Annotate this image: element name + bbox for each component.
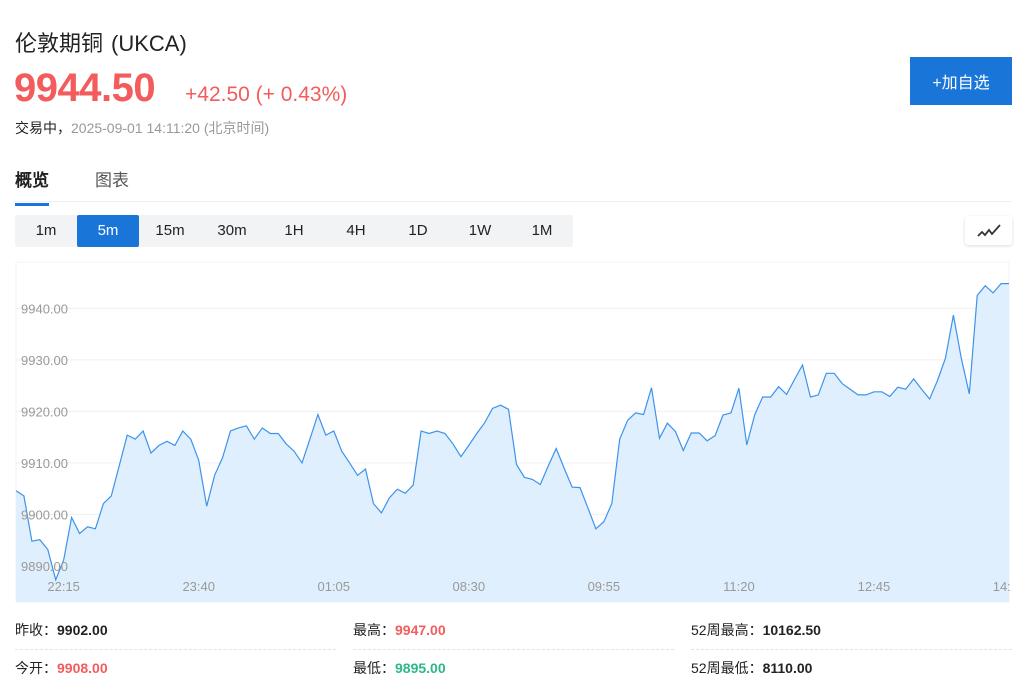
x-tick-label: 14:10	[993, 579, 1024, 594]
stat-low: 最低：9895.00	[353, 660, 446, 676]
instrument-name: 伦敦期铜	[15, 31, 104, 56]
trading-status: 交易中，2025-09-01 14:11:20 (北京时间)	[15, 118, 269, 138]
instrument-code: (UKCA)	[111, 31, 187, 56]
stat-open: 今开：9908.00	[15, 660, 108, 676]
y-tick-label: 9900.00	[21, 507, 68, 522]
x-tick-label: 23:40	[182, 579, 215, 594]
period-selector: 1m 5m 15m 30m 1H 4H 1D 1W 1M	[15, 215, 573, 247]
period-5m[interactable]: 5m	[77, 215, 139, 247]
price-chart[interactable]: 9890.00 9900.00 9910.00 9920.00 9930.00 9940.…	[0, 258, 1024, 604]
stats-table: 昨收：9902.00 最高：9947.00 52周最高：10162.50 今开：…	[15, 612, 1012, 688]
period-1w[interactable]: 1W	[468, 222, 492, 239]
stat-high: 最高：9947.00	[353, 612, 674, 650]
x-tick-label: 01:05	[317, 579, 350, 594]
x-tick-label: 11:20	[723, 579, 755, 594]
instrument-title: 伦敦期铜 (UKCA)	[15, 26, 187, 58]
tab-overview[interactable]: 概览	[15, 166, 49, 206]
y-tick-label: 9940.00	[21, 301, 68, 316]
area-fill	[16, 284, 1009, 602]
y-tick-label: 9920.00	[21, 404, 68, 419]
stats-row: 昨收：9902.00 最高：9947.00 52周最高：10162.50	[15, 612, 1012, 650]
x-tick-label: 09:55	[588, 579, 621, 594]
x-tick-label: 22:15	[47, 579, 80, 594]
period-1mo[interactable]: 1M	[531, 222, 553, 239]
period-4h[interactable]: 4H	[346, 222, 366, 239]
chart-type-button[interactable]	[965, 216, 1012, 245]
price-change: +42.50 (+ 0.43%)	[185, 83, 348, 106]
y-tick-label: 9890.00	[21, 559, 68, 574]
last-price: 9944.50	[14, 66, 156, 110]
y-tick-label: 9930.00	[21, 353, 68, 368]
timestamp: 2025-09-01 14:11:20 (北京时间)	[71, 120, 270, 136]
status-label: 交易中，	[15, 120, 71, 136]
x-tick-label: 12:45	[858, 579, 891, 594]
add-to-watchlist-button[interactable]: +加自选	[910, 57, 1012, 105]
x-tick-label: 08:30	[453, 579, 486, 594]
tab-bar: 概览 图表	[15, 166, 129, 206]
stats-row: 今开：9908.00 最低：9895.00 52周最低：8110.00	[15, 650, 1012, 688]
divider	[15, 201, 1012, 202]
y-tick-label: 9910.00	[21, 456, 68, 471]
line-chart-icon	[976, 223, 1001, 237]
price-line	[16, 284, 1009, 580]
period-15m[interactable]: 15m	[155, 222, 185, 239]
period-1d[interactable]: 1D	[408, 222, 428, 239]
tab-chart[interactable]: 图表	[95, 171, 129, 190]
stat-52w-high: 52周最高：10162.50	[691, 612, 1012, 650]
stat-52w-low: 52周最低：8110.00	[691, 660, 813, 676]
period-1m[interactable]: 1m	[35, 222, 57, 239]
stat-prev-close: 昨收：9902.00	[15, 612, 336, 650]
period-1h[interactable]: 1H	[284, 222, 304, 239]
period-30m[interactable]: 30m	[217, 222, 247, 239]
